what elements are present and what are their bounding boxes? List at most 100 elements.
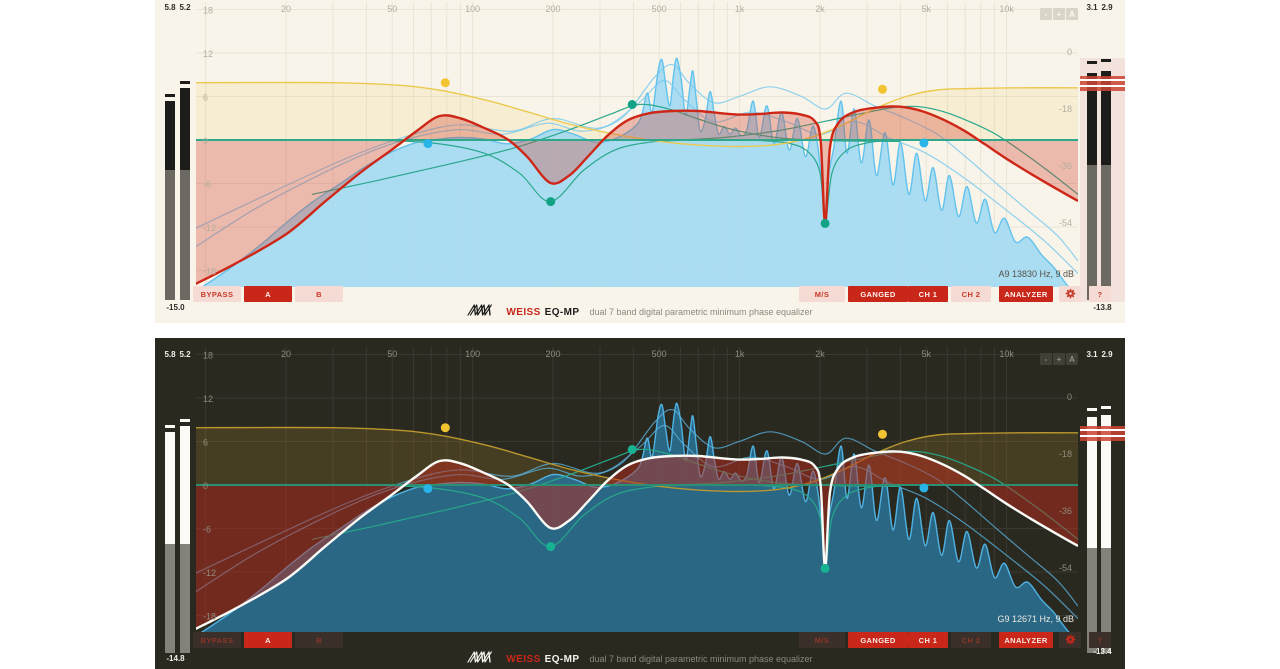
svg-text:12: 12 (203, 394, 213, 404)
shelf-curve (196, 426, 1078, 493)
meter-readout: -13.4 (1093, 647, 1112, 656)
svg-text:0: 0 (1067, 392, 1072, 402)
eq-graph-canvas[interactable]: 20 50 100 200 500 1k 2k 5k 10k 18 12 6 0 -6 -12 -18 0 -18… (196, 347, 1078, 632)
ganged-button[interactable]: GANGED (848, 286, 908, 302)
plugin-footer: WEISS EQ-MP dual 7 band digital parametr… (155, 650, 1125, 668)
settings-button[interactable] (1059, 286, 1081, 302)
master-eq-curve[interactable] (196, 450, 1078, 631)
spectrum-outline (200, 57, 1070, 287)
band-handle[interactable] (440, 78, 450, 88)
band-handle[interactable] (820, 563, 830, 573)
bypass-button[interactable]: BYPASS (193, 286, 241, 302)
band-handle[interactable] (546, 197, 556, 207)
svg-text:-6: -6 (203, 525, 211, 535)
svg-text:1k: 1k (735, 349, 745, 359)
zoom-out-button[interactable]: - (1040, 8, 1052, 20)
target-zone-marker (1080, 426, 1125, 441)
channel-1-button[interactable]: CH 1 (908, 286, 948, 302)
product-name: EQ-MP (544, 653, 580, 665)
svg-text:2k: 2k (815, 349, 825, 359)
level-meter-bar (1087, 417, 1097, 653)
zoom-out-button[interactable]: - (1040, 353, 1052, 365)
meter-label: 5.2 (179, 3, 191, 12)
toolbar: BYPASS A B M/S GANGED CH 1 CH 2 ANALYZER (155, 286, 1125, 303)
channel-2-button[interactable]: CH 2 (951, 286, 991, 302)
svg-text:18: 18 (203, 351, 213, 361)
svg-text:10k: 10k (999, 4, 1014, 14)
weiss-logo-icon (467, 650, 496, 669)
svg-text:50: 50 (387, 349, 397, 359)
analyzer-button[interactable]: ANALYZER (999, 286, 1053, 302)
toolbar: BYPASS A B M/S GANGED CH 1 CH 2 ANALYZER (155, 632, 1125, 649)
band-handle[interactable] (878, 429, 887, 439)
plugin-footer: WEISS EQ-MP dual 7 band digital parametr… (155, 303, 1125, 321)
help-button[interactable]: ? (1089, 632, 1111, 648)
help-button[interactable]: ? (1089, 286, 1111, 302)
ms-mode-button[interactable]: M/S (799, 286, 845, 302)
band-handle[interactable] (546, 542, 556, 552)
meter-readout: -15.0 (166, 303, 185, 312)
meter-label: 5.8 (164, 350, 176, 359)
band-handle[interactable] (627, 445, 637, 454)
analyzer-button[interactable]: ANALYZER (999, 632, 1053, 648)
svg-text:-18: -18 (203, 267, 216, 277)
ganged-button[interactable]: GANGED (848, 632, 908, 648)
master-eq-curve[interactable] (196, 105, 1078, 286)
svg-text:500: 500 (652, 349, 667, 359)
band-handle[interactable] (878, 84, 887, 94)
band-status-readout: G9 12671 Hz, 9 dB (997, 614, 1074, 624)
peak-hold-mark (165, 94, 175, 97)
band-handle[interactable] (919, 138, 929, 148)
settings-button[interactable] (1059, 632, 1081, 648)
band-status-readout: A9 13830 Hz, 9 dB (998, 269, 1074, 279)
meters-left: 5.8 5.2 -15.0 (155, 0, 196, 323)
ms-mode-button[interactable]: M/S (799, 632, 845, 648)
svg-text:20: 20 (281, 349, 291, 359)
preset-a-button[interactable]: A (244, 286, 292, 302)
band-handle[interactable] (919, 483, 929, 493)
bypass-button[interactable]: BYPASS (193, 632, 241, 648)
axis-labels: 20 50 100 200 500 1k 2k 5k 10k 18 12 6 0 -6 -12 -18 0 -18… (203, 349, 1072, 622)
meter-label: 5.8 (164, 3, 176, 12)
svg-text:-12: -12 (203, 568, 216, 578)
brand-name: WEISS (506, 306, 541, 318)
preset-b-button[interactable]: B (295, 286, 343, 302)
svg-text:-6: -6 (203, 180, 211, 190)
band-handle[interactable] (423, 484, 433, 494)
svg-text:5k: 5k (921, 4, 931, 14)
eq-graph[interactable]: 20 50 100 200 500 1k 2k 5k 10k 18 12 6 0 -6 -12 -18 0 -18… (196, 347, 1078, 632)
channel-2-button[interactable]: CH 2 (951, 632, 991, 648)
level-meter-bar (1087, 73, 1097, 300)
band-handle[interactable] (423, 139, 433, 149)
band-handle[interactable] (627, 100, 637, 109)
eq-graph-canvas[interactable]: 20 50 100 200 500 1k 2k 5k 10k 18 12 6 0 -6 -12 -18 0 -18… (196, 2, 1078, 287)
zoom-in-button[interactable]: + (1053, 8, 1065, 20)
auto-scale-button[interactable]: A (1066, 353, 1078, 365)
meter-label: 2.9 (1101, 350, 1113, 359)
svg-text:10k: 10k (999, 349, 1014, 359)
auto-scale-button[interactable]: A (1066, 8, 1078, 20)
eq-graph[interactable]: 20 50 100 200 500 1k 2k 5k 10k 18 12 6 0 -6 -12 -18 0 -18… (196, 2, 1078, 287)
brand-name: WEISS (506, 653, 541, 665)
eq-instance-1: 5.8 5.2 -15.0 20 50 100 200 500 1k 2k 5k 10k 18 12… (155, 0, 1125, 323)
meters-right: 3.1 2.9 -13.8 (1080, 0, 1125, 323)
svg-text:-36: -36 (1059, 161, 1072, 171)
spectrum-peak-hold (196, 63, 1078, 262)
band-handle[interactable] (820, 218, 830, 228)
preset-b-button[interactable]: B (295, 632, 343, 648)
meter-label: 3.1 (1086, 350, 1098, 359)
channel-1-button[interactable]: CH 1 (908, 632, 948, 648)
svg-text:200: 200 (545, 349, 560, 359)
band-handle[interactable] (440, 423, 450, 433)
peak-hold-mark (1101, 59, 1111, 62)
svg-text:0: 0 (1067, 47, 1072, 57)
zoom-in-button[interactable]: + (1053, 353, 1065, 365)
meter-label: 2.9 (1101, 3, 1113, 12)
preset-a-button[interactable]: A (244, 632, 292, 648)
level-meter-bar (180, 426, 190, 653)
meter-readout: -13.8 (1093, 303, 1112, 312)
svg-text:20: 20 (281, 4, 291, 14)
svg-text:100: 100 (465, 4, 480, 14)
level-meter-bar (180, 88, 190, 300)
gear-icon (1065, 634, 1076, 647)
